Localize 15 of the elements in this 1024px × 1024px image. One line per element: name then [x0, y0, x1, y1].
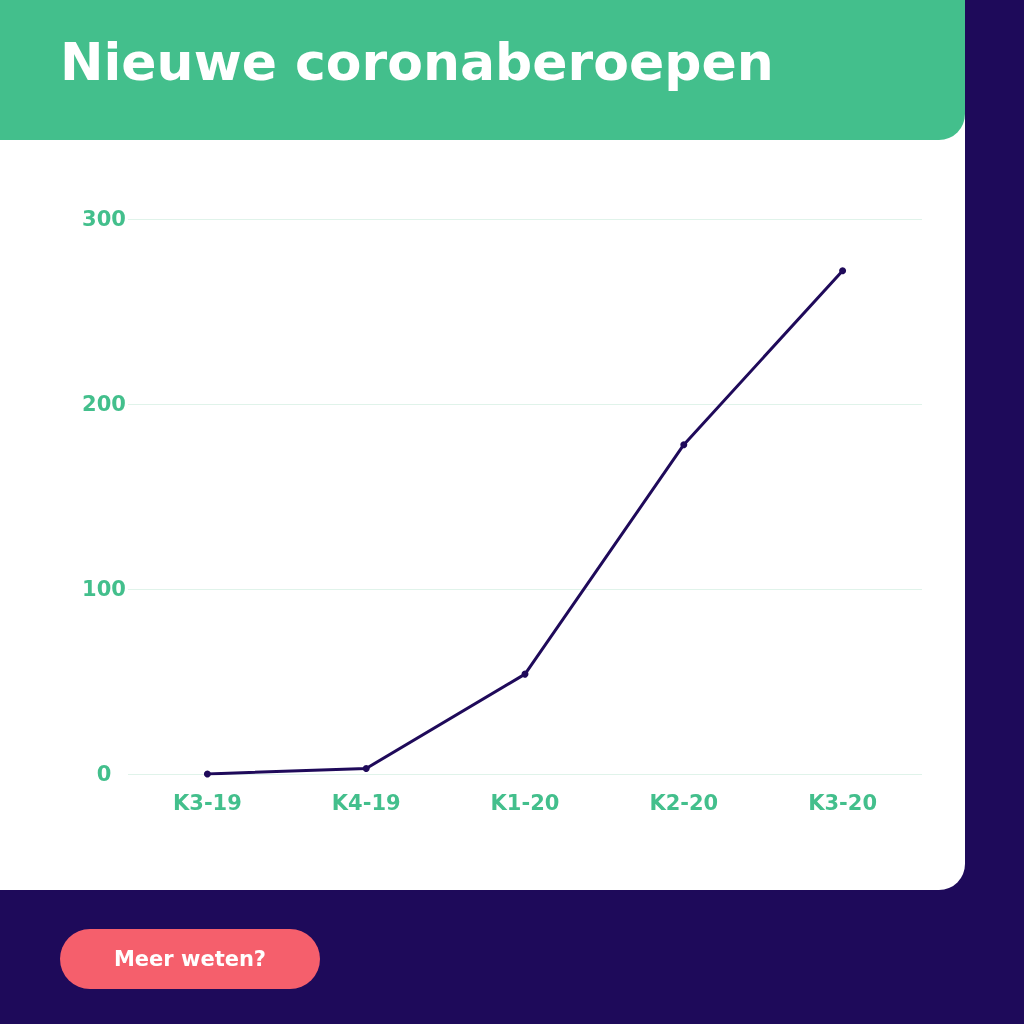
- x-tick-label: K4-19: [331, 790, 401, 815]
- y-tick-label: 100: [82, 577, 126, 601]
- point: [362, 764, 370, 772]
- y-tick-label: 300: [82, 207, 126, 231]
- x-tick-label: K2-20: [649, 790, 719, 815]
- x-tick-label: K3-20: [808, 790, 878, 815]
- pill-button: Meer weten?: [60, 929, 320, 989]
- x-tick-label: K1-20: [490, 790, 560, 815]
- point: [680, 441, 688, 449]
- x-tick-label: K3-19: [172, 790, 242, 815]
- chart-title: Nieuwe coronaberoepen: [60, 32, 774, 92]
- y-tick-label: 0: [96, 762, 112, 786]
- y-tick-label: 200: [82, 392, 126, 416]
- point: [203, 770, 211, 778]
- point: [839, 267, 847, 275]
